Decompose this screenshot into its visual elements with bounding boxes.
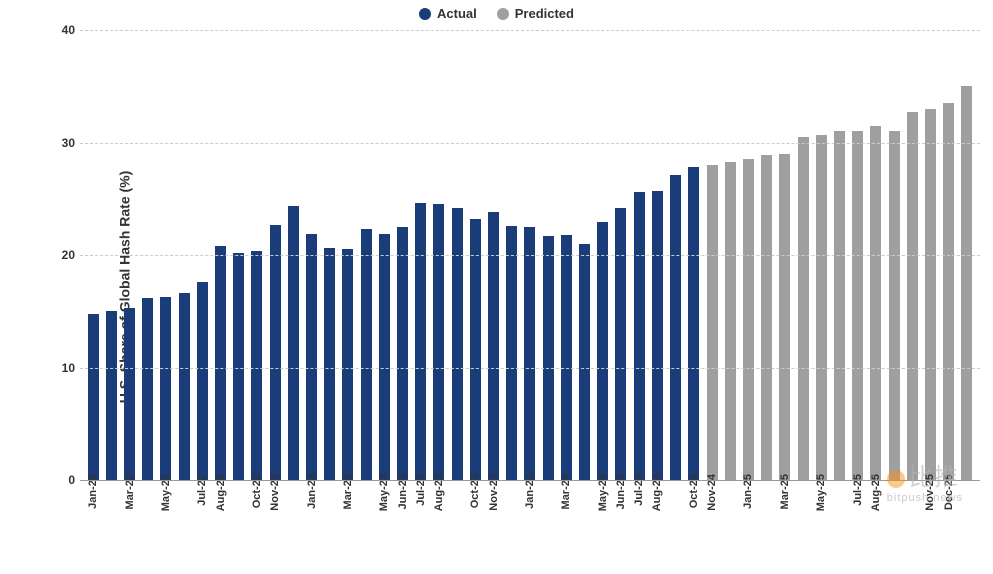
bar-actual — [652, 191, 663, 480]
y-tick-label: 30 — [50, 136, 75, 150]
bar-actual — [433, 204, 444, 480]
legend-swatch — [419, 8, 431, 20]
bar-actual — [124, 308, 135, 480]
bar-actual — [470, 219, 481, 480]
bar-actual — [142, 298, 153, 480]
bar-predicted — [870, 126, 881, 480]
y-tick-label: 20 — [50, 248, 75, 262]
bar-predicted — [889, 131, 900, 480]
grid-line — [80, 143, 980, 144]
bar-actual — [233, 253, 244, 480]
bar-predicted — [779, 154, 790, 480]
bar-actual — [506, 226, 517, 480]
bar-actual — [106, 311, 117, 480]
legend-label: Predicted — [515, 6, 574, 21]
bar-predicted — [761, 155, 772, 480]
bar-actual — [415, 203, 426, 480]
legend-swatch — [497, 8, 509, 20]
bar-actual — [324, 248, 335, 480]
bar-actual — [306, 234, 317, 480]
bar-predicted — [725, 162, 736, 480]
legend-item: Predicted — [497, 6, 574, 21]
bar-actual — [197, 282, 208, 480]
x-tick-label: Jul-25 — [852, 474, 864, 506]
bar-predicted — [852, 131, 863, 480]
bar-actual — [579, 244, 590, 480]
bar-actual — [397, 227, 408, 480]
bar-actual — [597, 222, 608, 480]
bar-predicted — [798, 137, 809, 480]
grid-line — [80, 480, 980, 481]
legend-item: Actual — [419, 6, 477, 21]
x-tick-label: Jul-22 — [196, 474, 208, 506]
grid-line — [80, 255, 980, 256]
bar-actual — [452, 208, 463, 480]
bar-actual — [615, 208, 626, 480]
chart-container: ActualPredicted U.S. Share of Global Has… — [0, 0, 993, 574]
bar-actual — [688, 167, 699, 480]
bar-actual — [342, 249, 353, 480]
bar-predicted — [961, 86, 972, 480]
plot-area: Jan-22Mar-22May-22Jul-22Aug-22Oct-22Nov-… — [80, 30, 980, 480]
grid-line — [80, 30, 980, 31]
bar-predicted — [907, 112, 918, 480]
bar-predicted — [816, 135, 827, 480]
bar-actual — [270, 225, 281, 480]
legend: Actual Predicted — [0, 6, 993, 21]
bar-actual — [634, 192, 645, 480]
bar-predicted — [925, 109, 936, 480]
bar-actual — [215, 246, 226, 480]
bar-actual — [288, 206, 299, 481]
y-tick-label: 0 — [50, 473, 75, 487]
bar-predicted — [743, 159, 754, 480]
bar-actual — [379, 234, 390, 480]
bar-actual — [561, 235, 572, 480]
bar-predicted — [707, 165, 718, 480]
x-tick-label: Jul-23 — [415, 474, 427, 506]
bar-actual — [361, 229, 372, 480]
bar-predicted — [834, 131, 845, 480]
bar-actual — [251, 251, 262, 481]
y-tick-label: 40 — [50, 23, 75, 37]
legend-label: Actual — [437, 6, 477, 21]
bar-actual — [88, 314, 99, 481]
bar-actual — [524, 227, 535, 480]
bar-actual — [488, 212, 499, 480]
bar-predicted — [943, 103, 954, 480]
bar-actual — [670, 175, 681, 480]
x-tick-label: Jul-24 — [633, 474, 645, 506]
y-tick-label: 10 — [50, 361, 75, 375]
bar-actual — [179, 293, 190, 480]
grid-line — [80, 368, 980, 369]
bar-actual — [160, 297, 171, 480]
bar-actual — [543, 236, 554, 480]
